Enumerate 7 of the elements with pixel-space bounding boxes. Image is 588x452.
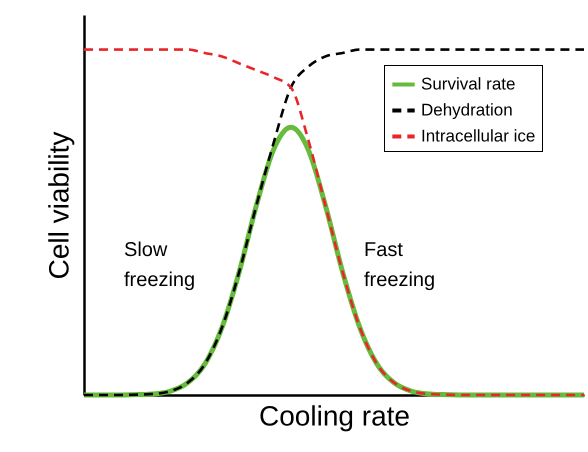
annotation: Slow freezing <box>124 239 196 291</box>
legend-label: Intracellular ice <box>421 126 536 146</box>
legend-label: Survival rate <box>421 74 516 94</box>
x-axis-title: Cooling rate <box>259 400 410 432</box>
annotation: Fast freezing <box>364 239 436 291</box>
legend-label: Dehydration <box>421 100 513 120</box>
y-axis-title: Cell viability <box>44 132 74 280</box>
